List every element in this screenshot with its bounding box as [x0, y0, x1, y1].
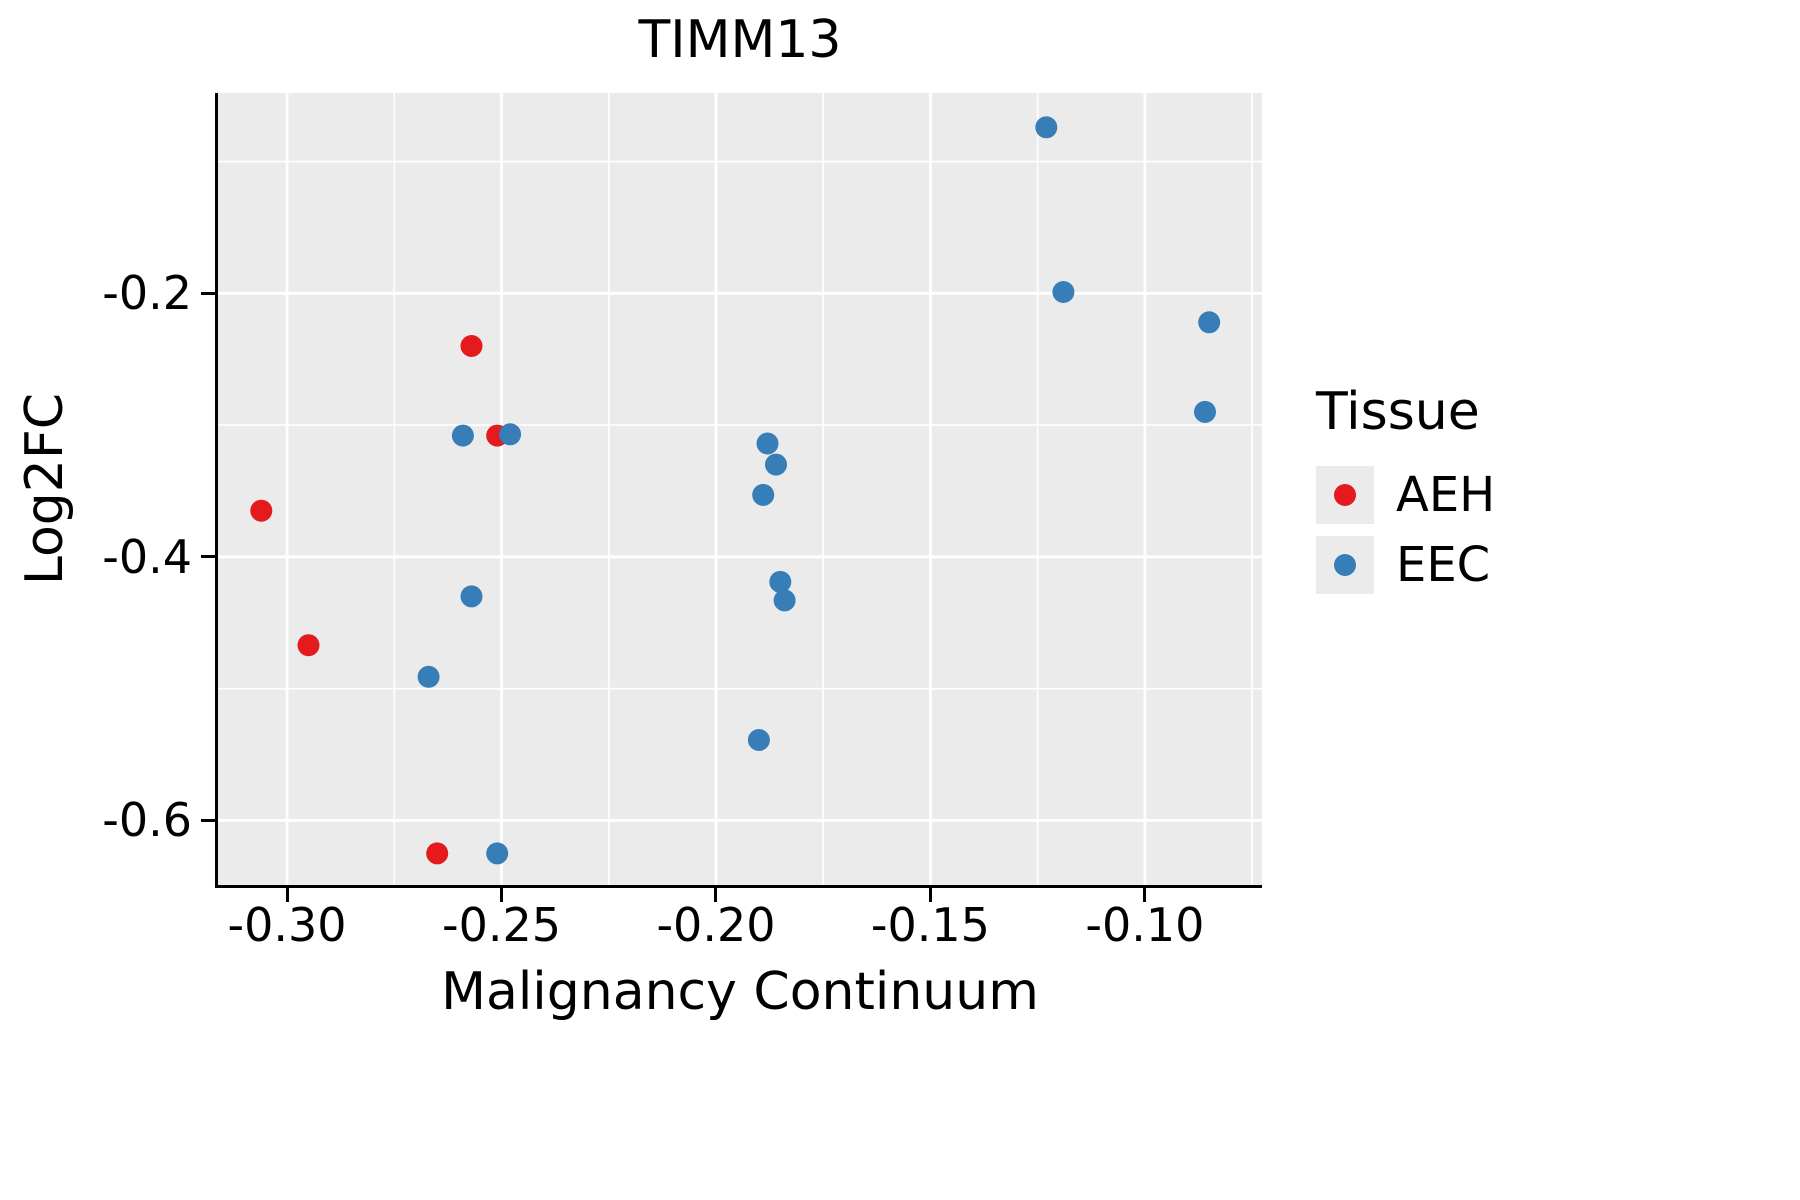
legend-entries: AEH EEC	[1316, 466, 1495, 594]
y-tick-mark	[201, 818, 215, 822]
data-point-eec	[1194, 400, 1216, 423]
data-point-eec	[460, 585, 483, 608]
legend-entry-aeh: AEH	[1316, 466, 1495, 524]
legend-label-eec: EEC	[1396, 537, 1491, 593]
x-tick-mark	[500, 888, 504, 902]
x-tick-label: -0.10	[1085, 898, 1205, 952]
data-point-aeh	[250, 499, 273, 522]
legend-key-aeh	[1316, 466, 1374, 524]
data-point-eec	[769, 570, 792, 593]
data-point-aeh	[297, 634, 320, 657]
legend: Tissue AEH EEC	[1316, 382, 1495, 594]
legend-dot-eec	[1334, 554, 1356, 576]
y-tick-label: -0.6	[102, 793, 192, 848]
data-point-eec	[1198, 311, 1221, 334]
scatter-canvas	[218, 93, 1262, 885]
data-point-eec	[486, 842, 509, 865]
data-point-eec	[1035, 116, 1058, 139]
x-tick-mark	[285, 888, 289, 902]
legend-dot-aeh	[1334, 484, 1356, 506]
y-tick-mark	[201, 291, 215, 295]
x-tick-mark	[928, 888, 932, 902]
data-point-eec	[773, 589, 796, 612]
y-tick-label: -0.2	[102, 266, 192, 321]
data-point-aeh	[426, 842, 449, 865]
legend-entry-eec: EEC	[1316, 536, 1495, 594]
legend-title: Tissue	[1316, 382, 1480, 442]
x-tick-mark	[1143, 888, 1147, 902]
x-tick-label: -0.30	[227, 898, 347, 952]
y-tick-label: -0.4	[102, 529, 192, 584]
y-tick-mark	[201, 555, 215, 559]
data-point-eec	[1052, 281, 1075, 303]
legend-label-aeh: AEH	[1396, 467, 1496, 523]
data-point-eec	[417, 665, 440, 688]
legend-key-eec	[1316, 536, 1374, 594]
plot-panel	[215, 93, 1262, 888]
data-point-eec	[756, 432, 779, 455]
data-point-aeh	[460, 335, 483, 357]
chart-title: TIMM13	[638, 10, 842, 70]
x-tick-mark	[714, 888, 718, 902]
x-axis-title: Malignancy Continuum	[441, 962, 1039, 1022]
data-point-eec	[752, 483, 775, 506]
x-tick-label: -0.25	[442, 898, 562, 952]
panel-background	[218, 93, 1262, 885]
x-tick-label: -0.15	[870, 898, 990, 952]
data-point-eec	[451, 424, 474, 447]
data-point-eec	[499, 423, 522, 446]
data-point-eec	[765, 453, 787, 476]
data-point-eec	[747, 729, 770, 751]
x-tick-label: -0.20	[656, 898, 776, 952]
